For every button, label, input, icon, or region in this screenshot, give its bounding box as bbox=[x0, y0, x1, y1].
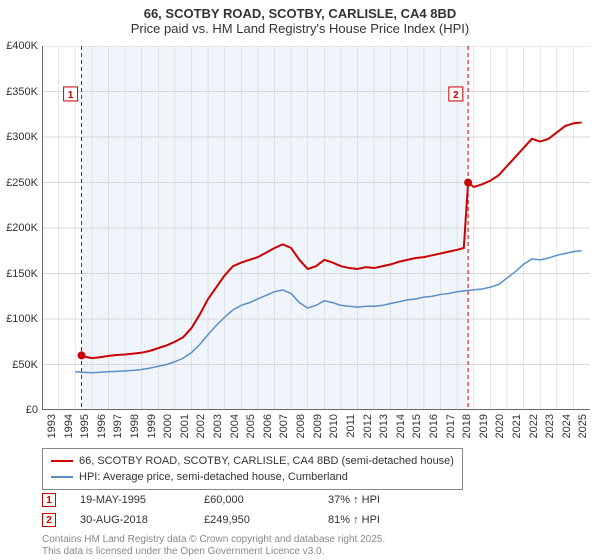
x-tick-label: 2006 bbox=[262, 414, 274, 438]
y-tick-label: £400K bbox=[6, 40, 38, 52]
x-tick-label: 1996 bbox=[96, 414, 108, 438]
x-tick-label: 1997 bbox=[112, 414, 124, 438]
x-tick-label: 2007 bbox=[278, 414, 290, 438]
chart-svg: 12 bbox=[42, 46, 590, 410]
marker-badge: 1 bbox=[64, 87, 78, 101]
y-tick-label: £100K bbox=[6, 313, 38, 325]
marker-date: 19-MAY-1995 bbox=[80, 494, 180, 506]
x-tick-label: 2017 bbox=[445, 414, 457, 438]
x-tick-label: 2011 bbox=[345, 414, 357, 438]
x-tick-label: 2009 bbox=[312, 414, 324, 438]
x-tick-label: 1995 bbox=[79, 414, 91, 438]
marker-date: 30-AUG-2018 bbox=[80, 514, 180, 526]
x-tick-label: 2005 bbox=[245, 414, 257, 438]
chart-title-block: 66, SCOTBY ROAD, SCOTBY, CARLISLE, CA4 8… bbox=[0, 0, 600, 38]
x-tick-label: 2016 bbox=[428, 414, 440, 438]
legend-label: HPI: Average price, semi-detached house,… bbox=[79, 471, 348, 483]
x-tick-label: 2002 bbox=[195, 414, 207, 438]
x-tick-label: 2024 bbox=[561, 414, 573, 438]
x-axis: 1993 1994 1995 1996 1997 1998 1999 2000 2001 2002… bbox=[42, 412, 590, 444]
x-tick-label: 1993 bbox=[46, 414, 58, 438]
x-tick-label: 2021 bbox=[511, 414, 523, 438]
legend-row: HPI: Average price, semi-detached house,… bbox=[51, 469, 454, 485]
y-tick-label: £0 bbox=[26, 404, 38, 416]
footer-attribution: Contains HM Land Registry data © Crown c… bbox=[42, 534, 385, 558]
legend-label: 66, SCOTBY ROAD, SCOTBY, CARLISLE, CA4 8… bbox=[79, 455, 454, 467]
x-tick-label: 1994 bbox=[63, 414, 75, 438]
x-tick-label: 2014 bbox=[395, 414, 407, 438]
legend: 66, SCOTBY ROAD, SCOTBY, CARLISLE, CA4 8… bbox=[42, 448, 463, 490]
legend-swatch bbox=[51, 476, 73, 478]
x-tick-label: 2010 bbox=[328, 414, 340, 438]
marker-table-row: 2 30-AUG-2018 £249,950 81% ↑ HPI bbox=[42, 510, 428, 530]
marker-number-badge: 1 bbox=[42, 493, 56, 507]
y-tick-label: £250K bbox=[6, 177, 38, 189]
x-tick-label: 2012 bbox=[362, 414, 374, 438]
x-tick-label: 2008 bbox=[295, 414, 307, 438]
y-tick-label: £300K bbox=[6, 131, 38, 143]
legend-swatch bbox=[51, 460, 73, 462]
x-tick-label: 1998 bbox=[129, 414, 141, 438]
marker-table: 1 19-MAY-1995 £60,000 37% ↑ HPI 2 30-AUG-2018… bbox=[42, 490, 428, 530]
x-tick-label: 1999 bbox=[146, 414, 158, 438]
x-tick-label: 2000 bbox=[162, 414, 174, 438]
x-tick-label: 2020 bbox=[494, 414, 506, 438]
x-tick-label: 2022 bbox=[528, 414, 540, 438]
marker-table-row: 1 19-MAY-1995 £60,000 37% ↑ HPI bbox=[42, 490, 428, 510]
y-tick-label: £50K bbox=[12, 359, 38, 371]
x-tick-label: 2015 bbox=[411, 414, 423, 438]
x-tick-label: 2013 bbox=[378, 414, 390, 438]
x-tick-label: 2003 bbox=[212, 414, 224, 438]
svg-text:1: 1 bbox=[68, 90, 74, 101]
y-tick-label: £350K bbox=[6, 86, 38, 98]
marker-dot bbox=[78, 351, 86, 359]
x-tick-label: 2018 bbox=[461, 414, 473, 438]
x-tick-label: 2001 bbox=[179, 414, 191, 438]
svg-text:2: 2 bbox=[453, 90, 459, 101]
marker-price: £249,950 bbox=[204, 514, 304, 526]
chart-plot-area: 12 bbox=[42, 46, 590, 410]
marker-price: £60,000 bbox=[204, 494, 304, 506]
legend-row: 66, SCOTBY ROAD, SCOTBY, CARLISLE, CA4 8… bbox=[51, 453, 454, 469]
footer-line-2: This data is licensed under the Open Gov… bbox=[42, 546, 385, 558]
marker-badge: 2 bbox=[449, 87, 463, 101]
marker-dot bbox=[464, 179, 472, 187]
title-line-2: Price paid vs. HM Land Registry's House … bbox=[0, 21, 600, 36]
marker-delta: 81% ↑ HPI bbox=[328, 514, 428, 526]
y-tick-label: £150K bbox=[6, 268, 38, 280]
title-line-1: 66, SCOTBY ROAD, SCOTBY, CARLISLE, CA4 8… bbox=[0, 6, 600, 21]
x-tick-label: 2019 bbox=[478, 414, 490, 438]
footer-line-1: Contains HM Land Registry data © Crown c… bbox=[42, 534, 385, 546]
x-tick-label: 2025 bbox=[577, 414, 589, 438]
x-tick-label: 2023 bbox=[544, 414, 556, 438]
y-axis: £0£50K£100K£150K£200K£250K£300K£350K£400… bbox=[0, 46, 40, 410]
marker-delta: 37% ↑ HPI bbox=[328, 494, 428, 506]
marker-number-badge: 2 bbox=[42, 513, 56, 527]
x-tick-label: 2004 bbox=[229, 414, 241, 438]
y-tick-label: £200K bbox=[6, 222, 38, 234]
